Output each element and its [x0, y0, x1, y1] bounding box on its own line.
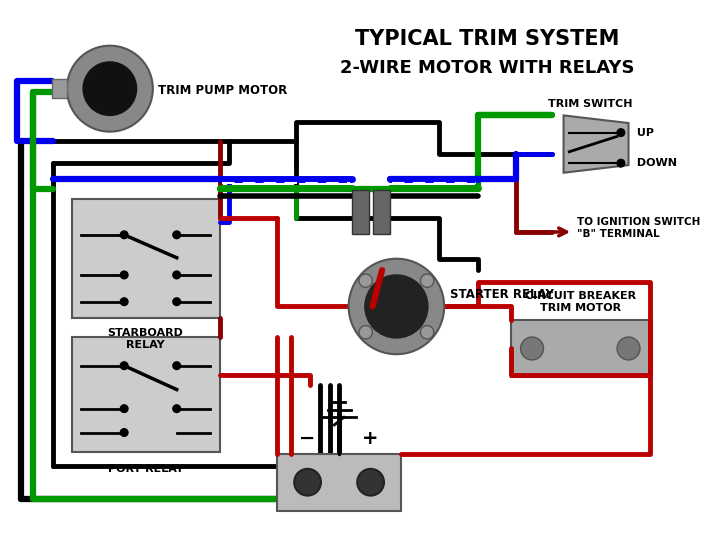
Bar	[351, 190, 369, 234]
Text: TRIM SWITCH: TRIM SWITCH	[548, 99, 633, 109]
Text: UP: UP	[634, 127, 654, 138]
Bar	[72, 199, 220, 318]
Text: +: +	[362, 429, 379, 448]
Circle shape	[420, 325, 434, 339]
Text: TRIM PUMP MOTOR: TRIM PUMP MOTOR	[158, 84, 287, 97]
Circle shape	[83, 62, 137, 115]
Text: −: −	[300, 429, 316, 448]
Polygon shape	[564, 115, 629, 173]
Text: TRIM MOTOR: TRIM MOTOR	[540, 304, 621, 313]
Bar	[277, 453, 401, 511]
Circle shape	[120, 429, 128, 437]
Bar	[52, 79, 67, 98]
Circle shape	[173, 298, 181, 305]
Circle shape	[521, 337, 544, 360]
Circle shape	[173, 271, 181, 279]
Circle shape	[120, 362, 128, 369]
Circle shape	[420, 274, 434, 287]
Circle shape	[365, 275, 428, 338]
Circle shape	[348, 259, 444, 354]
Text: STARTER RELAY: STARTER RELAY	[450, 288, 554, 301]
Text: TYPICAL TRIM SYSTEM: TYPICAL TRIM SYSTEM	[355, 29, 619, 49]
Text: 2-WIRE MOTOR WITH RELAYS: 2-WIRE MOTOR WITH RELAYS	[340, 59, 634, 77]
Circle shape	[120, 405, 128, 412]
Circle shape	[120, 298, 128, 305]
Text: STARBOARD
RELAY: STARBOARD RELAY	[108, 328, 184, 350]
Bar	[511, 320, 649, 377]
Bar	[372, 190, 390, 234]
Circle shape	[173, 362, 181, 369]
Circle shape	[120, 231, 128, 238]
Circle shape	[120, 271, 128, 279]
Circle shape	[294, 469, 321, 496]
Text: PORT RELAY: PORT RELAY	[108, 464, 184, 474]
Circle shape	[173, 405, 181, 412]
Circle shape	[617, 129, 625, 136]
Circle shape	[359, 274, 372, 287]
Bar	[72, 337, 220, 452]
Circle shape	[357, 469, 384, 496]
Circle shape	[617, 337, 640, 360]
Text: CIRCUIT BREAKER: CIRCUIT BREAKER	[525, 291, 636, 301]
Circle shape	[67, 46, 153, 132]
Text: TO IGNITION SWITCH
"B" TERMINAL: TO IGNITION SWITCH "B" TERMINAL	[577, 217, 701, 239]
Circle shape	[359, 325, 372, 339]
Circle shape	[617, 159, 625, 167]
Text: DOWN: DOWN	[634, 158, 678, 168]
Circle shape	[173, 231, 181, 238]
